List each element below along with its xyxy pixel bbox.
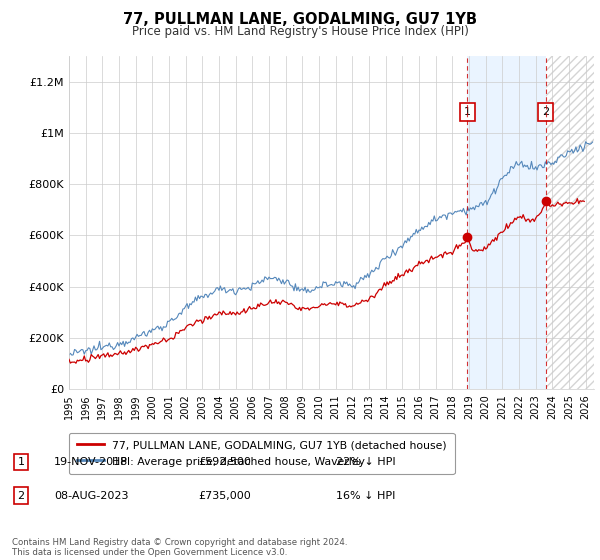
Text: 08-AUG-2023: 08-AUG-2023 <box>54 491 128 501</box>
Bar <box>467 56 546 389</box>
Text: 1: 1 <box>464 108 470 118</box>
Text: 22% ↓ HPI: 22% ↓ HPI <box>336 457 395 467</box>
Text: 77, PULLMAN LANE, GODALMING, GU7 1YB: 77, PULLMAN LANE, GODALMING, GU7 1YB <box>123 12 477 27</box>
Text: 2: 2 <box>542 108 550 118</box>
Text: £735,000: £735,000 <box>198 491 251 501</box>
Text: 1: 1 <box>17 457 25 467</box>
Text: £592,500: £592,500 <box>198 457 251 467</box>
Legend: 77, PULLMAN LANE, GODALMING, GU7 1YB (detached house), HPI: Average price, detac: 77, PULLMAN LANE, GODALMING, GU7 1YB (de… <box>69 432 455 474</box>
Bar <box>546 56 594 389</box>
Text: Price paid vs. HM Land Registry's House Price Index (HPI): Price paid vs. HM Land Registry's House … <box>131 25 469 38</box>
Bar <box>546 56 594 389</box>
Text: 16% ↓ HPI: 16% ↓ HPI <box>336 491 395 501</box>
Text: 2: 2 <box>17 491 25 501</box>
Text: 19-NOV-2018: 19-NOV-2018 <box>54 457 128 467</box>
Text: Contains HM Land Registry data © Crown copyright and database right 2024.
This d: Contains HM Land Registry data © Crown c… <box>12 538 347 557</box>
